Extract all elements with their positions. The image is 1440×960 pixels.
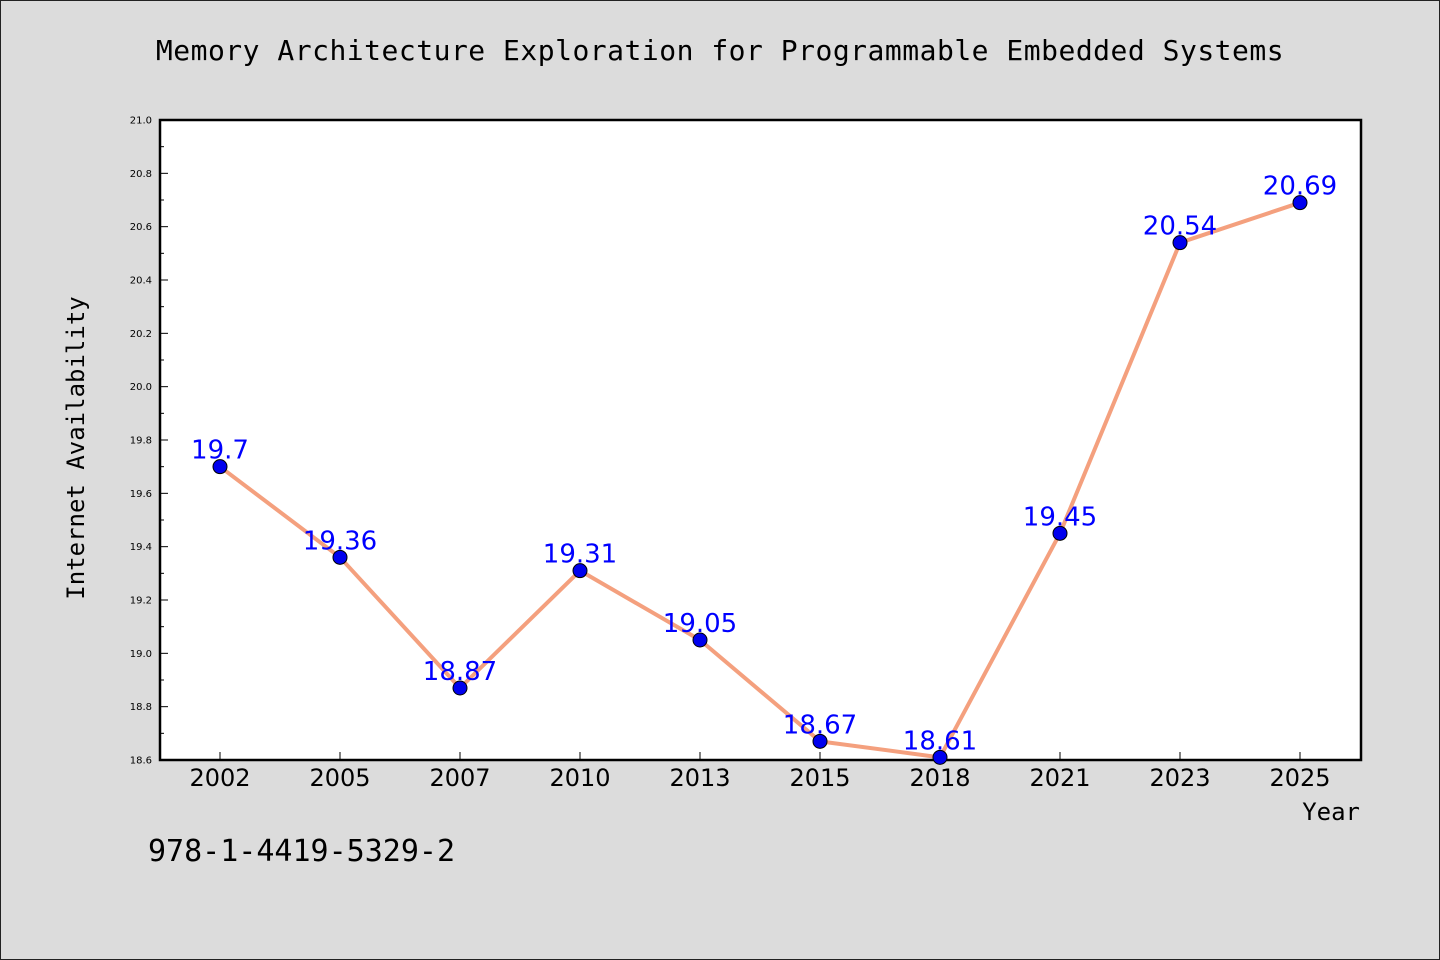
x-tick-label: 2025 [1269,764,1330,792]
x-axis-label: Year [1302,798,1360,826]
y-tick-label: 19.6 [130,489,152,500]
y-tick-label: 21.0 [130,116,152,127]
y-tick-label: 18.6 [130,756,152,767]
y-tick-label: 20.0 [130,382,152,393]
data-point [1292,195,1308,211]
data-label: 19.7 [191,436,249,466]
y-tick-label: 19.8 [130,436,152,447]
x-tick-label: 2021 [1029,764,1090,792]
x-tick-label: 2013 [669,764,730,792]
y-tick-label: 19.0 [130,649,152,660]
data-point [572,563,588,579]
data-point [212,459,228,475]
x-axis: 2002 2005 2007 2010 2013 2015 2018 2021 2023 2025 [189,752,1331,792]
isbn-text: 978-1-4419-5329-2 [148,834,456,869]
y-axis-label: Internet Availability [62,296,90,599]
y-tick-label: 20.8 [130,169,152,180]
x-tick-label: 2007 [429,764,490,792]
data-label: 19.45 [1023,502,1097,532]
data-point [812,733,828,749]
y-tick-label: 20.2 [130,329,152,340]
data-label: 20.69 [1263,172,1337,202]
plot-area [158,118,1363,762]
series-line [218,200,1301,760]
data-label: 18.87 [423,657,497,687]
y-tick-label: 18.8 [130,702,152,713]
x-tick-label: 2015 [789,764,850,792]
x-tick-label: 2023 [1149,764,1210,792]
x-tick-label: 2002 [189,764,250,792]
y-axis: 18.6 18.8 19.0 19.2 19.4 19.6 19.8 20.0 20.2 20.4… [130,116,168,767]
data-point [692,632,708,648]
y-tick-label: 19.2 [130,596,152,607]
data-point [1172,235,1188,251]
data-point [932,749,948,765]
series-group: 19.7 19.36 18.87 19.31 19.05 18.67 18.61 19.45 2… [191,172,1337,765]
x-tick-label: 2018 [909,764,970,792]
x-tick-label: 2010 [549,764,610,792]
chart-title: Memory Architecture Exploration for Prog… [155,34,1285,67]
data-point [332,549,348,565]
data-label: 20.54 [1143,212,1217,242]
data-point [452,680,468,696]
y-tick-label: 20.6 [130,222,152,233]
data-label: 19.31 [543,540,617,570]
y-tick-label: 20.4 [130,276,152,287]
y-tick-label: 19.4 [130,542,152,553]
data-label: 18.61 [903,726,977,756]
data-label: 19.36 [303,526,377,556]
x-tick-label: 2005 [309,764,370,792]
data-label: 19.05 [663,609,737,639]
data-label: 18.67 [783,710,857,740]
data-point [1052,525,1068,541]
